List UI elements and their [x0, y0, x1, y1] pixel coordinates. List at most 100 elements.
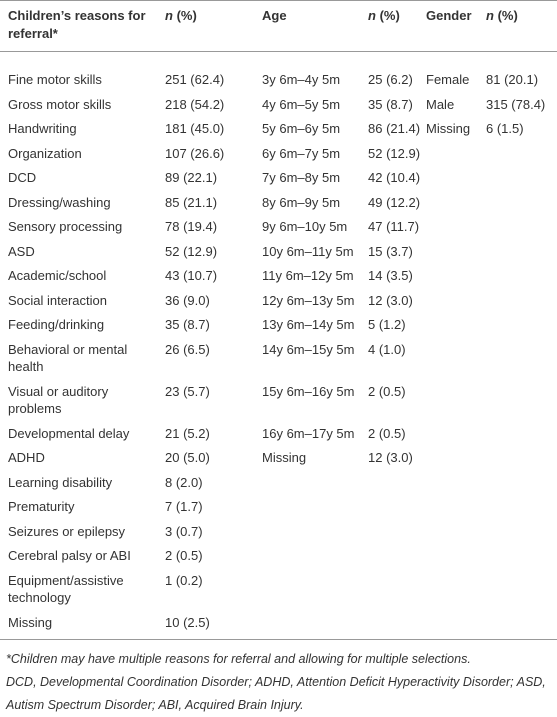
label: Seizures or epilepsy	[8, 523, 126, 539]
label: 14y 6m–15y 5m	[262, 341, 355, 357]
table-row: Missing 10 (2.5)	[0, 610, 557, 640]
label-cell: Social interaction	[0, 288, 165, 313]
table-row: Organization 107 (26.6) 6y 6m–7y 5m 52 (12.…	[0, 141, 557, 166]
label-cell: 10y 6m–11y 5m	[262, 239, 368, 264]
label-cell: Male	[426, 92, 486, 117]
count-cell: 107 (26.6)	[165, 141, 262, 166]
label: Male	[426, 96, 455, 112]
count-cell: 89 (22.1)	[165, 165, 262, 190]
count: 78 (19.4)	[165, 219, 218, 234]
footnote: *Children may have multiple reasons for …	[6, 652, 471, 666]
count: 6 (1.5)	[486, 121, 524, 136]
count-cell: 15 (3.7)	[368, 239, 426, 264]
label-cell: Gross motor skills	[0, 92, 165, 117]
count: 14 (3.5)	[368, 268, 413, 283]
label-cell: 15y 6m–16y 5m	[262, 379, 368, 421]
count-cell	[486, 141, 557, 166]
label-cell	[426, 141, 486, 166]
label-cell	[262, 519, 368, 544]
label-cell	[426, 312, 486, 337]
count: 2 (0.5)	[368, 383, 406, 399]
header-cell: Gender	[426, 0, 486, 52]
label-cell	[426, 190, 486, 215]
table-row: Fine motor skills 251 (62.4) 3y 6m–4y 5m 25…	[0, 52, 557, 92]
count-cell: 8 (2.0)	[165, 470, 262, 495]
label-cell: Prematurity	[0, 494, 165, 519]
label-cell	[426, 494, 486, 519]
count-cell: 25 (6.2)	[368, 52, 426, 92]
label-cell: Cerebral palsy or ABI	[0, 543, 165, 568]
label-cell: 5y 6m–6y 5m	[262, 116, 368, 141]
header-cell: Children’s reasons for referral*	[0, 0, 165, 52]
count-cell	[486, 165, 557, 190]
label: Cerebral palsy or ABI	[8, 548, 131, 563]
label-cell: Equipment/assistive technology	[0, 568, 165, 610]
table-header: Children’s reasons for referral* n (%) Age…	[0, 0, 557, 52]
count-cell: 12 (3.0)	[368, 288, 426, 313]
label-cell	[262, 494, 368, 519]
count-cell	[486, 519, 557, 544]
label: 16y 6m–17y 5m	[262, 425, 355, 441]
count-cell: 52 (12.9)	[368, 141, 426, 166]
count-cell	[486, 312, 557, 337]
label: Fine motor skills	[8, 72, 102, 87]
count-cell	[486, 190, 557, 215]
label-cell	[426, 445, 486, 470]
count-cell	[486, 379, 557, 421]
count: 7 (1.7)	[165, 499, 203, 514]
count-cell: 36 (9.0)	[165, 288, 262, 313]
label-cell: Dressing/washing	[0, 190, 165, 215]
label-cell: 4y 6m–5y 5m	[262, 92, 368, 117]
label-cell: 6y 6m–7y 5m	[262, 141, 368, 166]
label-cell: DCD	[0, 165, 165, 190]
count-cell: 81 (20.1)	[486, 52, 557, 92]
count-cell	[368, 610, 426, 640]
count-cell: 3 (0.7)	[165, 519, 262, 544]
count: 2 (0.5)	[368, 425, 406, 441]
table-row: Social interaction 36 (9.0) 12y 6m–13y 5m 1…	[0, 288, 557, 313]
label: Missing	[8, 614, 53, 630]
count: 181 (45.0)	[165, 121, 225, 136]
count-cell: 2 (0.5)	[368, 421, 426, 446]
table-body: Fine motor skills 251 (62.4) 3y 6m–4y 5m 25…	[0, 52, 557, 640]
table-row: Handwriting 181 (45.0) 5y 6m–6y 5m 86 (21.4…	[0, 116, 557, 141]
count-cell	[486, 494, 557, 519]
count-cell: 21 (5.2)	[165, 421, 262, 446]
header-text: Age	[262, 8, 287, 23]
label: Academic/school	[8, 268, 107, 283]
label-cell: Behavioral or mental health	[0, 337, 165, 379]
count: 23 (5.7)	[165, 383, 210, 399]
label: Handwriting	[8, 121, 77, 136]
label-cell: Feeding/drinking	[0, 312, 165, 337]
label: Social interaction	[8, 292, 107, 308]
label: DCD	[8, 170, 37, 185]
count: 251 (62.4)	[165, 72, 225, 87]
count-cell: 49 (12.2)	[368, 190, 426, 215]
header-percent: (%)	[176, 8, 197, 23]
label-cell: Handwriting	[0, 116, 165, 141]
header-percent: (%)	[379, 8, 400, 23]
label-cell	[426, 214, 486, 239]
label: ASD	[8, 243, 35, 259]
label: Learning disability	[8, 474, 113, 490]
header-cell: Age	[262, 0, 368, 52]
label-cell: 16y 6m–17y 5m	[262, 421, 368, 446]
table-row: Seizures or epilepsy 3 (0.7)	[0, 519, 557, 544]
label: 9y 6m–10y 5m	[262, 219, 348, 234]
label-cell	[426, 379, 486, 421]
header-cell: n (%)	[486, 0, 557, 52]
label-cell	[426, 239, 486, 264]
count-cell: 78 (19.4)	[165, 214, 262, 239]
label-cell: 8y 6m–9y 5m	[262, 190, 368, 215]
label: Dressing/washing	[8, 194, 111, 210]
label-cell: Missing	[0, 610, 165, 640]
table-row: Developmental delay 21 (5.2) 16y 6m–17y 5m…	[0, 421, 557, 446]
label-cell: 13y 6m–14y 5m	[262, 312, 368, 337]
count-cell: 20 (5.0)	[165, 445, 262, 470]
label: Behavioral or mental health	[8, 341, 128, 375]
count-cell: 14 (3.5)	[368, 263, 426, 288]
count-cell: 42 (10.4)	[368, 165, 426, 190]
header-n: n	[368, 8, 376, 23]
count: 1 (0.2)	[165, 572, 203, 588]
